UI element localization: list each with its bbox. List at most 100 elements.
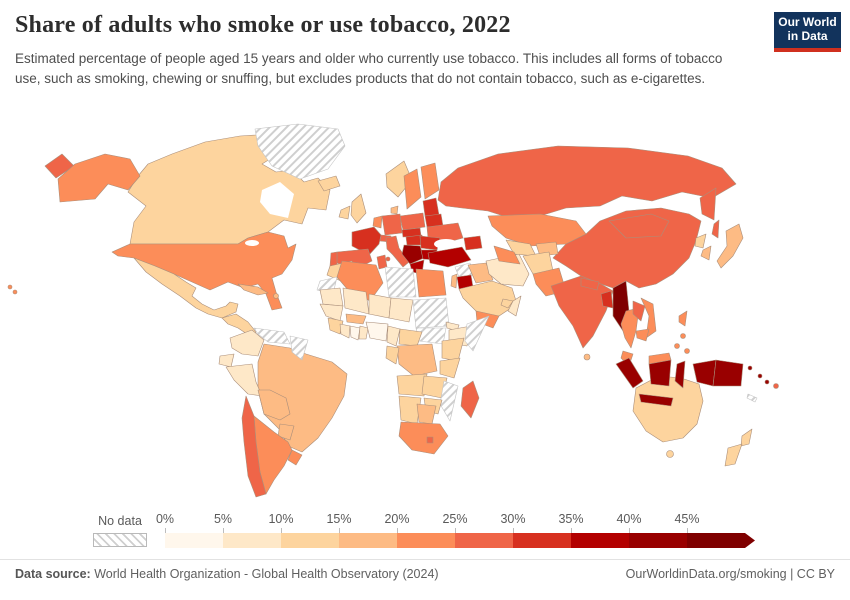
region-new-zealand[interactable]	[724, 443, 743, 467]
region-cambodia[interactable]	[635, 328, 650, 342]
region-new-zealand[interactable]	[740, 428, 753, 447]
region-guyana[interactable]	[289, 335, 309, 361]
region-turkey[interactable]	[427, 246, 472, 268]
region-bangladesh[interactable]	[600, 290, 614, 309]
region-italy[interactable]	[385, 235, 410, 268]
region-south-korea[interactable]	[700, 245, 712, 261]
region-india[interactable]	[550, 275, 614, 349]
region-france[interactable]	[351, 226, 382, 256]
region-indonesia[interactable]	[648, 359, 672, 387]
world-map[interactable]	[0, 123, 850, 505]
region-oman[interactable]	[507, 295, 522, 317]
region-libya[interactable]	[384, 266, 417, 298]
region-philippines[interactable]	[678, 310, 688, 327]
region-fiji[interactable]	[773, 383, 779, 389]
region-sudan[interactable]	[412, 297, 450, 329]
legend-segment-30pct[interactable]	[513, 533, 571, 548]
region-peru[interactable]	[225, 363, 263, 397]
legend-segment-25pct[interactable]	[455, 533, 513, 548]
region-turkmenistan[interactable]	[493, 245, 521, 265]
region-solomon-islands[interactable]	[764, 379, 770, 385]
region-ivory-coast[interactable]	[339, 323, 351, 339]
region-sri-lanka[interactable]	[583, 353, 591, 361]
region-australia[interactable]	[666, 450, 674, 458]
region-indonesia[interactable]	[638, 393, 674, 407]
region-iceland[interactable]	[317, 175, 341, 192]
region-dominican-republic[interactable]	[273, 293, 279, 299]
region-botswana[interactable]	[416, 403, 437, 425]
legend-segment-35pct[interactable]	[571, 533, 629, 548]
region-kazakhstan[interactable]	[487, 213, 587, 247]
region-ghana[interactable]	[349, 325, 361, 341]
region-iraq[interactable]	[467, 262, 494, 284]
region-italy[interactable]	[385, 256, 391, 262]
region-kyrgyzstan[interactable]	[535, 241, 559, 257]
owid-logo[interactable]: Our World in Data	[774, 12, 841, 52]
region-indonesia[interactable]	[615, 357, 644, 389]
region-chad[interactable]	[388, 297, 414, 323]
region-united-kingdom[interactable]	[350, 193, 367, 224]
legend-segment-5pct[interactable]	[223, 533, 281, 548]
region-united-states[interactable]	[57, 153, 141, 203]
region-poland[interactable]	[399, 212, 426, 231]
region-russia[interactable]	[711, 219, 720, 239]
legend-segment-10pct[interactable]	[281, 533, 339, 548]
region-venezuela[interactable]	[253, 327, 291, 345]
region-indonesia[interactable]	[674, 360, 686, 389]
region-cameroon[interactable]	[386, 325, 401, 347]
region-netherlands[interactable]	[372, 215, 383, 229]
region-finland[interactable]	[420, 162, 440, 200]
region-united-states[interactable]	[12, 289, 18, 295]
legend-segment-45pct[interactable]	[687, 533, 755, 548]
region-sierra-leone[interactable]	[327, 317, 344, 335]
region-north-korea[interactable]	[694, 233, 707, 249]
legend-segment-20pct[interactable]	[397, 533, 455, 548]
region-lesotho[interactable]	[426, 436, 434, 444]
region-philippines[interactable]	[674, 343, 680, 349]
region-ireland[interactable]	[338, 205, 351, 220]
region-australia[interactable]	[632, 375, 704, 443]
region-democratic-republic-of-congo[interactable]	[396, 343, 438, 377]
region-nepal[interactable]	[580, 277, 600, 291]
credit-line[interactable]: OurWorldinData.org/smoking | CC BY	[625, 567, 835, 581]
region-mozambique[interactable]	[439, 380, 459, 422]
region-united-states[interactable]	[7, 284, 13, 290]
region-bolivia[interactable]	[257, 389, 291, 421]
region-indonesia[interactable]	[692, 359, 717, 387]
region-russia[interactable]	[699, 187, 717, 221]
region-papua-new-guinea[interactable]	[712, 359, 744, 387]
region-niger[interactable]	[368, 293, 392, 319]
region-kenya[interactable]	[441, 337, 465, 362]
region-benin[interactable]	[358, 325, 369, 340]
region-mexico[interactable]	[133, 257, 239, 319]
region-serbia[interactable]	[401, 244, 425, 265]
region-japan[interactable]	[716, 223, 744, 269]
region-central-african-republic[interactable]	[398, 328, 423, 347]
legend-segment-0pct[interactable]	[165, 533, 223, 548]
legend-no-data[interactable]: No data	[93, 512, 147, 547]
region-georgia[interactable]	[463, 235, 483, 251]
region-united-states[interactable]	[111, 231, 297, 311]
region-south-africa[interactable]	[398, 421, 449, 455]
region-sweden[interactable]	[403, 168, 422, 210]
region-egypt[interactable]	[415, 268, 447, 298]
region-philippines[interactable]	[680, 333, 686, 339]
region-philippines[interactable]	[684, 348, 690, 354]
region-israel[interactable]	[450, 273, 458, 289]
region-latvia[interactable]	[422, 197, 440, 217]
region-laos[interactable]	[632, 300, 646, 322]
region-greenland[interactable]	[254, 123, 346, 180]
region-somalia[interactable]	[464, 315, 490, 352]
region-angola[interactable]	[396, 373, 428, 397]
region-nigeria[interactable]	[365, 321, 389, 342]
region-burkina-faso[interactable]	[345, 313, 367, 325]
region-mongolia[interactable]	[608, 213, 670, 239]
region-congo[interactable]	[385, 345, 400, 365]
region-saudi-arabia[interactable]	[458, 280, 518, 319]
region-mali[interactable]	[342, 287, 370, 315]
region-mauritania[interactable]	[319, 287, 344, 307]
region-russia[interactable]	[437, 145, 737, 219]
region-denmark[interactable]	[390, 205, 399, 215]
region-ecuador[interactable]	[218, 353, 235, 368]
region-chile[interactable]	[241, 395, 267, 498]
